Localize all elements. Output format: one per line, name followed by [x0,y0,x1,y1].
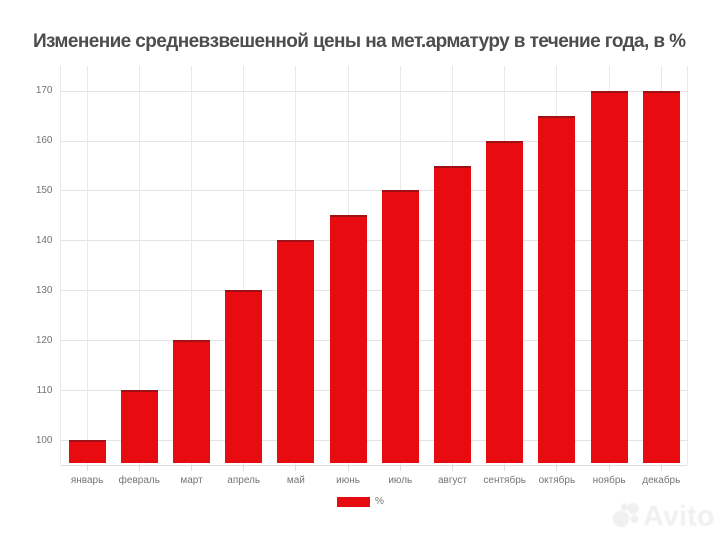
svg-text:Avito: Avito [643,501,714,533]
